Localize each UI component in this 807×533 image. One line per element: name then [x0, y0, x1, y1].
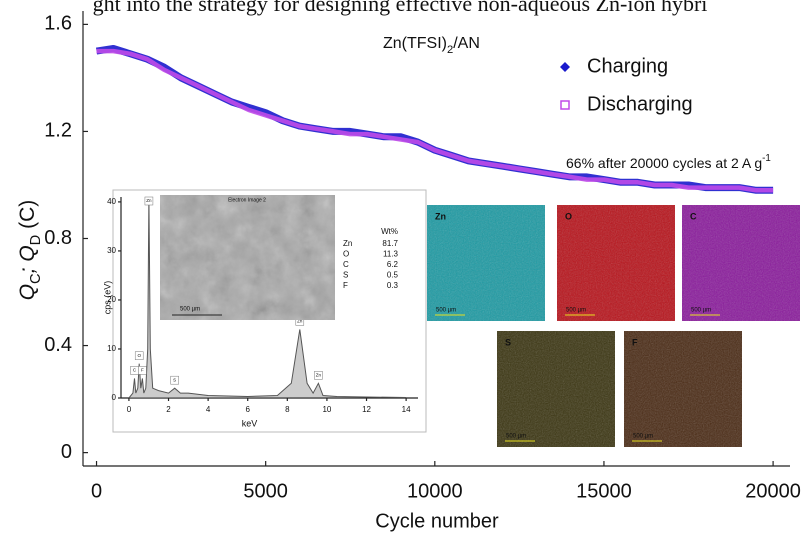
y-tick-label: 1.6: [44, 13, 72, 35]
inset-x-label: keV: [242, 418, 258, 428]
peak-label: Zn: [297, 319, 303, 324]
inset-y-tick-label: 30: [107, 246, 116, 255]
map-label: O: [565, 211, 572, 221]
table-element: C: [343, 260, 349, 269]
legend-label: Charging: [587, 55, 668, 77]
map-texture: [427, 205, 545, 321]
table-value: 81.7: [382, 239, 398, 248]
annotation-part: -1: [762, 153, 771, 164]
annotation: 66% after 20000 cycles at 2 A g-1: [566, 153, 771, 171]
table-element: O: [343, 250, 349, 259]
peak-label: Zn: [146, 198, 152, 203]
inset-x-tick-label: 8: [285, 405, 290, 414]
inset-y-tick-label: 0: [112, 393, 117, 402]
inset-x-tick-label: 10: [322, 405, 331, 414]
annotation-part: Zn(TFSI): [383, 35, 447, 52]
x-tick-label: 5000: [243, 480, 288, 502]
peak-label-box: [138, 366, 147, 375]
y-axis-label-part: ; Q: [16, 245, 39, 273]
inset-y-tick-label: 20: [107, 295, 116, 304]
map-scale-label: 500 µm: [691, 308, 711, 314]
map-texture: [624, 331, 742, 447]
table-header: Wt%: [381, 227, 398, 236]
peak-label: C: [133, 368, 137, 373]
page-header: ght into the strategy for designing effe…: [93, 0, 708, 16]
table-value: 0.5: [387, 271, 399, 280]
inset-y-label: cps (eV): [102, 281, 112, 315]
y-tick-label: 1.2: [44, 120, 72, 142]
map-texture: [557, 205, 675, 321]
y-axis-label-part: Q: [16, 284, 39, 300]
table-element: F: [343, 281, 348, 290]
y-axis-label-part: D: [28, 235, 44, 246]
inset-y-tick-label: 40: [107, 197, 116, 206]
legend-marker: [560, 62, 570, 72]
y-axis-label-part: C: [28, 273, 44, 284]
inset-x-tick-label: 4: [206, 405, 211, 414]
y-axis-label-part: (C): [16, 200, 39, 235]
sem-scale-label: 500 µm: [180, 307, 200, 313]
map-texture: [682, 205, 800, 321]
map-scale-label: 500 µm: [566, 308, 586, 314]
peak-label-box: [170, 375, 179, 385]
table-value: 0.3: [387, 281, 399, 290]
inset-x-tick-label: 14: [402, 405, 411, 414]
x-tick-label: 10000: [407, 480, 463, 502]
inset-y-tick-label: 10: [107, 344, 116, 353]
inset-x-tick-label: 12: [362, 405, 371, 414]
peak-label: F: [141, 368, 144, 373]
peak-label-box: [134, 351, 144, 360]
annotation: Zn(TFSI)2/AN: [383, 35, 480, 56]
table-element: Zn: [343, 239, 352, 248]
inset-x-tick-label: 2: [166, 405, 171, 414]
peak-label: Zn: [316, 372, 322, 377]
x-tick-label: 20000: [745, 480, 801, 502]
legend-marker: [560, 100, 570, 110]
legend-label: Discharging: [587, 93, 693, 115]
inset-x-tick-label: 0: [127, 405, 132, 414]
map-label: S: [505, 337, 511, 347]
table-value: 11.3: [383, 250, 399, 259]
table-element: S: [343, 271, 348, 280]
spectrum: [128, 196, 407, 399]
annotation-part: 2: [447, 44, 453, 56]
peak-label: S: [173, 377, 176, 382]
y-axis-label: QC; QD (C): [16, 200, 44, 301]
y-tick-label: 0: [61, 441, 72, 463]
inset-x-tick-label: 6: [245, 405, 250, 414]
map-scale-label: 500 µm: [633, 434, 653, 440]
y-tick-label: 0.4: [44, 334, 72, 356]
peak-label: O: [137, 353, 141, 358]
table-value: 6.2: [387, 260, 399, 269]
x-axis-label: Cycle number: [375, 510, 499, 532]
map-label: Zn: [435, 211, 446, 221]
series-square: [96, 48, 774, 193]
sem-title: Electron Image 2: [228, 197, 266, 203]
annotation-part: 66% after 20000 cycles at 2 A g: [566, 155, 762, 171]
annotation-part: /AN: [453, 35, 480, 52]
y-tick-label: 0.8: [44, 227, 72, 249]
x-tick-label: 0: [91, 480, 102, 502]
x-tick-label: 15000: [576, 480, 632, 502]
map-label: F: [632, 337, 638, 347]
peak-label-box: [144, 196, 154, 206]
map-texture: [497, 331, 615, 447]
sem-texture: [160, 195, 335, 320]
map-label: C: [690, 211, 697, 221]
map-scale-label: 500 µm: [436, 308, 456, 314]
peak-label-box: [314, 371, 323, 380]
map-scale-label: 500 µm: [506, 434, 526, 440]
